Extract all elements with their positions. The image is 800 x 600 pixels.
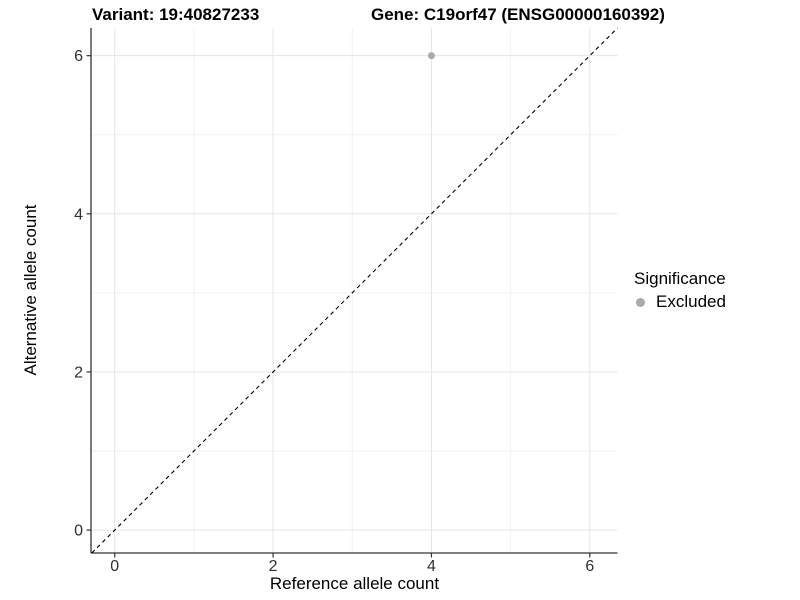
legend-entry-label: Excluded — [656, 292, 726, 311]
y-tick-label: 6 — [74, 48, 83, 65]
x-tick-label: 2 — [269, 558, 278, 575]
legend-swatch — [636, 297, 645, 307]
variant-title: Variant: 19:40827233 — [92, 5, 260, 24]
x-tick-label: 0 — [110, 558, 119, 575]
y-axis-title: Alternative allele count — [21, 204, 40, 376]
identity-reference-line — [91, 27, 618, 554]
y-tick-label: 2 — [74, 364, 83, 381]
data-point — [427, 52, 435, 60]
x-tick-label: 4 — [427, 558, 436, 575]
x-tick-label: 6 — [585, 558, 594, 575]
gene-title: Gene: C19orf47 (ENSG00000160392) — [371, 5, 665, 24]
y-tick-label: 4 — [74, 206, 83, 223]
legend: Significance Excluded — [634, 269, 726, 312]
x-axis-title: Reference allele count — [269, 574, 440, 593]
y-tick-label: 0 — [74, 523, 83, 540]
legend-title: Significance — [634, 269, 726, 288]
legend-entry-excluded: Excluded — [634, 292, 726, 312]
